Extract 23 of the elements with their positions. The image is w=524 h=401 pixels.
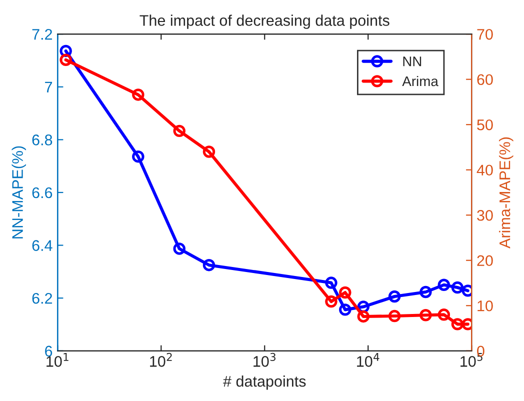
legend-label: NN <box>403 56 422 66</box>
y2-tick-label: 10 <box>478 300 493 312</box>
y2-tick-label: 60 <box>477 74 493 86</box>
chart-title: The impact of decreasing data points <box>140 14 390 29</box>
x-axis-title: # datapoints <box>223 376 306 390</box>
y-tick-label: 6.2 <box>32 292 52 304</box>
legend-label: Arima <box>402 76 438 86</box>
y-tick-label: 6 <box>45 346 52 357</box>
y2-tick-label: 70 <box>477 28 493 40</box>
y-tick-label: 7.2 <box>32 28 52 40</box>
y-tick-label: 7 <box>45 82 52 92</box>
y2-axis-title: Arima-MAPE(%) <box>499 137 514 248</box>
y-axis-title: NN-MAPE(%) <box>12 146 26 238</box>
x-tick-label: 10$^{4}$ <box>357 353 380 367</box>
y2-tick-label: 50 <box>477 119 493 130</box>
y-tick-label: 6.4 <box>32 240 52 251</box>
y-tick-label: 6.6 <box>32 187 52 198</box>
y-tick-label: 6.8 <box>32 134 52 146</box>
x-tick-label: 10$^{3}$ <box>254 352 276 367</box>
y2-tick-label: 20 <box>477 255 493 266</box>
y2-tick-label: 30 <box>477 210 493 221</box>
x-tick-label: 10$^{2}$ <box>150 352 172 367</box>
y2-tick-label: 40 <box>476 164 493 176</box>
